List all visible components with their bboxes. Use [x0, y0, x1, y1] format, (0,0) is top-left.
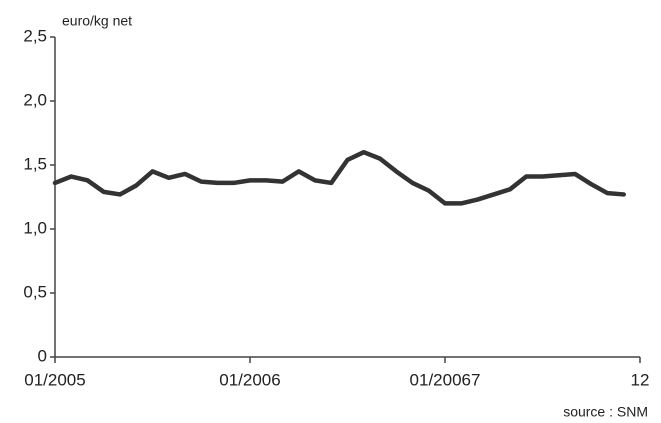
y-tick-label: 0 [38, 346, 47, 365]
y-tick-label: 1,0 [23, 218, 47, 237]
y-tick-label: 1,5 [23, 154, 47, 173]
y-axis-label: euro/kg net [62, 13, 132, 29]
x-tick-label: 12 [631, 370, 650, 389]
x-tick-label: 01/20067 [410, 370, 481, 389]
y-tick-label: 2,5 [23, 26, 47, 45]
x-tick-label: 01/2006 [219, 370, 280, 389]
y-tick-label: 2,0 [23, 90, 47, 109]
line [52, 149, 626, 206]
source-note: source : SNM [563, 404, 648, 420]
y-tick-label: 0,5 [23, 282, 47, 301]
x-tick-label: 01/2005 [24, 370, 85, 389]
